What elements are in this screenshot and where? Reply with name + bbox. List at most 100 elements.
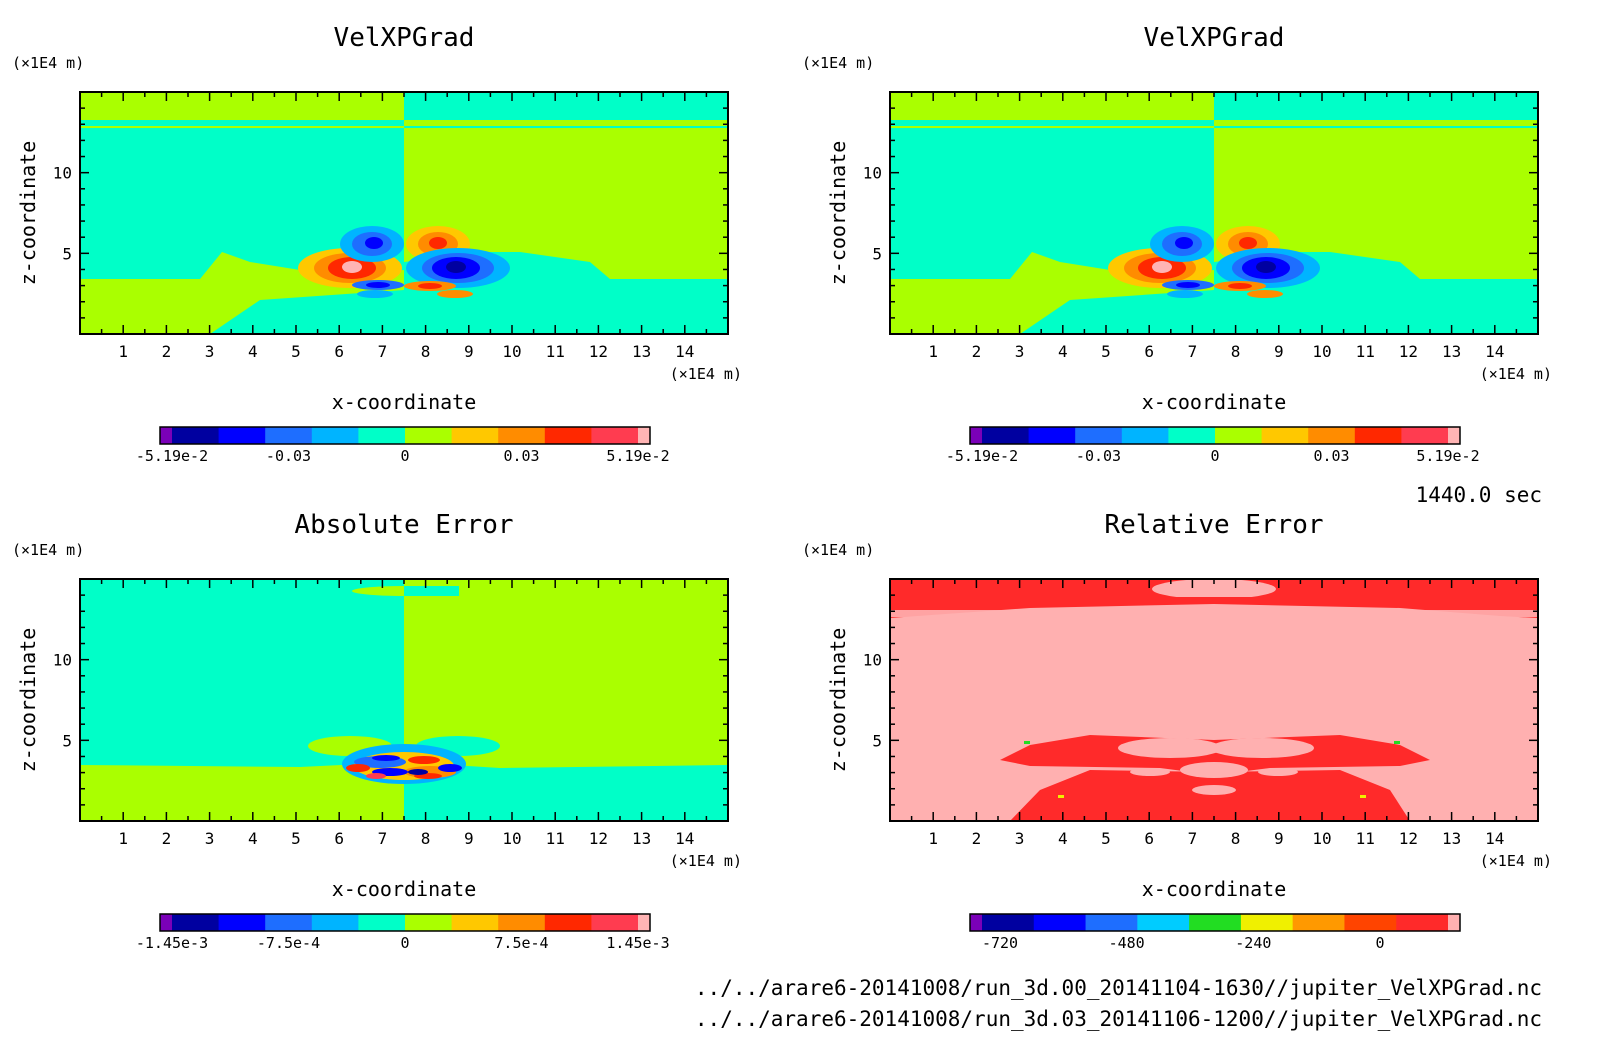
panel-2-y-label: z-coordinate [16,628,40,773]
colorbar-swatch [982,914,1035,931]
x-tick-label: 8 [421,829,431,848]
panel-3-y-label: z-coordinate [826,628,850,773]
x-tick-label: 9 [1274,342,1284,361]
x-tick-label: 12 [589,342,608,361]
x-tick-label: 1 [118,829,128,848]
colorbar-tick-label: 0 [400,934,409,952]
colorbar-swatch [265,914,313,931]
colorbar-swatch [172,427,220,444]
x-tick-label: 5 [1101,829,1111,848]
y-tick-label: 5 [62,731,72,750]
colorbar-swatch [970,427,983,444]
x-tick-label: 1 [118,342,128,361]
x-tick-label: 6 [334,829,344,848]
colorbar-frame [159,913,651,932]
x-tick-label: 11 [546,829,565,848]
colorbar-tick-label: 1.45e-3 [606,934,669,952]
x-tick-label: 13 [1442,342,1461,361]
panel-2-title: Absolute Error [294,510,513,540]
panel-3-colorbar: -720 -480 -240 0 [969,913,1461,952]
panel-velxpgrad-left: 1 2 3 4 5 6 7 8 9 10 11 12 13 14 510 VelXPGrad (×1E4 … [12,23,742,465]
colorbar-swatch [1401,427,1449,444]
colorbar-swatch [1121,427,1169,444]
x-tick-label: 6 [334,342,344,361]
x-tick-label: 2 [972,829,982,848]
panel-1-y-unit: (×1E4 m) [802,54,874,72]
panel-1-title: VelXPGrad [1144,23,1285,53]
x-tick-label: 7 [1188,829,1198,848]
x-tick-label: 13 [632,829,651,848]
panel-absolute-error: 1 2 3 4 5 6 7 8 9 10 11 12 13 14 510 Absolute Error (… [12,510,742,952]
colorbar-tick-label: -0.03 [1076,447,1121,465]
panel-0-x-label: x-coordinate [332,390,477,414]
x-tick-label: 3 [205,342,215,361]
x-tick-label: 1 [928,342,938,361]
x-tick-label: 13 [1442,829,1461,848]
panel-1-y-label: z-coordinate [826,141,850,286]
colorbar-frame [969,913,1461,932]
colorbar-swatch [1261,427,1309,444]
panel-3-x-ticks: 1 2 3 4 5 6 7 8 9 10 11 12 13 14 [910,579,1518,848]
colorbar-swatch [1168,427,1216,444]
colorbar-tick-label: 0.03 [503,447,539,465]
panel-1-field [890,92,1538,334]
x-tick-label: 8 [421,342,431,361]
x-tick-label: 14 [1485,342,1504,361]
x-tick-label: 6 [1144,829,1154,848]
x-tick-label: 3 [1015,829,1025,848]
x-tick-label: 5 [291,342,301,361]
x-tick-label: 10 [1312,829,1331,848]
colorbar-swatch [265,427,313,444]
colorbar-swatch [970,914,983,931]
colorbar-swatch [1085,914,1138,931]
x-tick-label: 6 [1144,342,1154,361]
colorbar-swatch [544,427,592,444]
x-tick-label: 8 [1231,342,1241,361]
x-tick-label: 12 [1399,829,1418,848]
panel-1-x-ticks: 1 2 3 4 5 6 7 8 9 10 11 12 13 14 [910,92,1518,361]
x-tick-label: 7 [1188,342,1198,361]
x-tick-label: 9 [464,342,474,361]
colorbar-tick-label: -720 [982,934,1018,952]
panel-2-x-ticks: 1 2 3 4 5 6 7 8 9 10 11 12 13 14 [100,579,708,848]
y-tick-label: 10 [863,651,882,670]
panel-1-x-unit: (×1E4 m) [1480,365,1552,383]
file-path-1: ../../arare6-20141008/run_3d.00_20141104… [695,976,1542,1000]
colorbar-swatch [1215,427,1263,444]
colorbar-swatch [1075,427,1123,444]
panel-1-y-ticks: 5 10 [863,107,1538,319]
colorbar-tick-label: 5.19e-2 [606,447,669,465]
y-tick-label: 5 [872,244,882,263]
x-tick-label: 5 [291,829,301,848]
x-tick-label: 4 [1058,342,1068,361]
colorbar-swatch [591,427,639,444]
colorbar-swatch [1396,914,1449,931]
panel-0-y-ticks: 5 10 [53,107,728,319]
y-tick-label: 10 [53,164,72,183]
colorbar-swatch [218,914,266,931]
panel-2-y-ticks: 5 10 [53,594,728,806]
colorbar-frame [159,426,651,445]
y-tick-label: 5 [62,244,72,263]
x-tick-label: 9 [464,829,474,848]
colorbar-swatch [498,427,546,444]
x-tick-label: 1 [928,829,938,848]
colorbar-tick-label: -480 [1109,934,1145,952]
panel-3-y-ticks: 5 10 [863,594,1538,806]
colorbar-swatch [358,427,406,444]
colorbar-swatch [172,914,220,931]
colorbar-swatch [1292,914,1345,931]
panel-3-field [890,579,1538,821]
panel-0-title: VelXPGrad [334,23,475,53]
colorbar-tick-label: -1.45e-3 [136,934,208,952]
colorbar-swatch [1448,427,1461,444]
x-tick-label: 10 [502,829,521,848]
colorbar-swatch [982,427,1030,444]
colorbar-swatch [358,914,406,931]
panel-0-x-unit: (×1E4 m) [670,365,742,383]
x-tick-label: 3 [205,829,215,848]
colorbar-tick-label: -0.03 [266,447,311,465]
colorbar-frame [969,426,1461,445]
panel-0-colorbar: -5.19e-2 -0.03 0 0.03 5.19e-2 [136,426,670,465]
colorbar-swatch [405,427,453,444]
